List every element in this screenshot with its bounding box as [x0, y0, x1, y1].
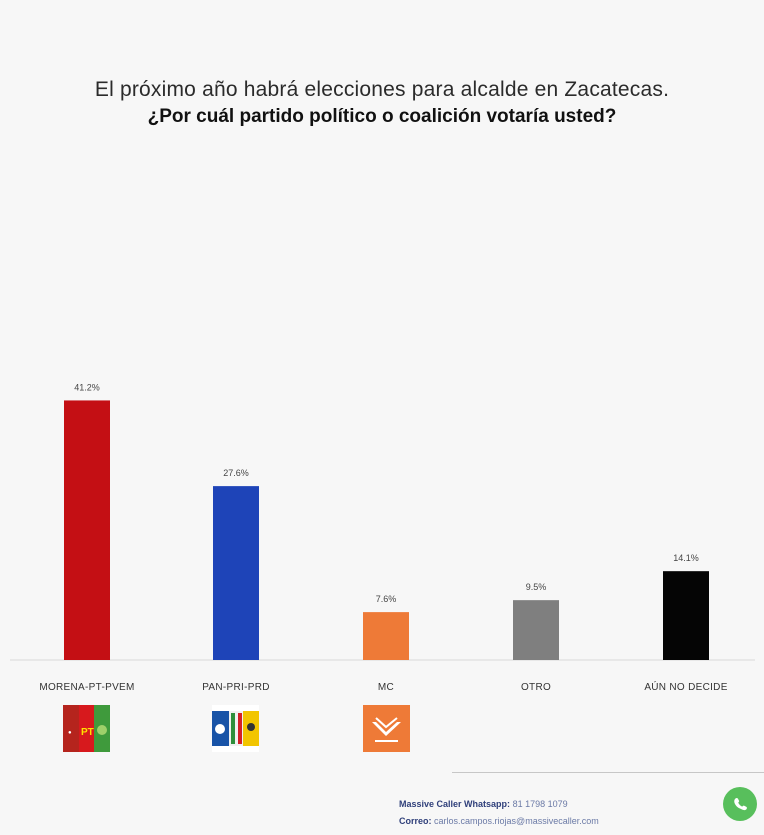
data-label: 9.5%: [526, 582, 547, 592]
svg-text:●: ●: [68, 730, 72, 736]
bar-a-n-no-decide: [663, 571, 709, 660]
whatsapp-icon: [723, 787, 757, 821]
whatsapp-number: 81 1798 1079: [512, 799, 568, 809]
data-label: 41.2%: [74, 382, 100, 392]
category-label: PAN-PRI-PRD: [202, 682, 270, 693]
chart-title: El próximo año habrá elecciones para alc…: [0, 78, 764, 128]
bar-otro: [513, 600, 559, 660]
footer-email: Correo: carlos.campos.riojas@massivecall…: [399, 813, 599, 830]
footer-whatsapp: Massive Caller Whatsapp: 81 1798 1079: [399, 796, 599, 813]
bar-pan-pri-prd: [213, 486, 259, 660]
morena-pt-pvem-logo: ● PT: [63, 705, 110, 752]
footer-divider: [452, 772, 764, 773]
category-label: AÚN NO DECIDE: [644, 680, 727, 693]
bar-mc: [363, 612, 409, 660]
whatsapp-label: Massive Caller Whatsapp:: [399, 799, 511, 809]
data-label: 14.1%: [673, 553, 699, 563]
footer-contact: Massive Caller Whatsapp: 81 1798 1079 Co…: [399, 796, 599, 830]
data-label: 27.6%: [223, 468, 249, 478]
category-label: MC: [378, 682, 394, 693]
category-label: OTRO: [521, 682, 551, 693]
title-line-2: ¿Por cuál partido político o coalición v…: [147, 106, 617, 127]
data-label: 7.6%: [376, 594, 397, 604]
category-label: MORENA-PT-PVEM: [39, 682, 134, 693]
email-label: Correo:: [399, 816, 432, 826]
email-address: carlos.campos.riojas@massivecaller.com: [434, 816, 599, 826]
title-line-1: El próximo año habrá elecciones para alc…: [94, 78, 670, 101]
svg-text:PT: PT: [81, 727, 94, 738]
pan-pri-prd-logo: [212, 705, 259, 752]
bar-morena-pt-pvem: [64, 400, 110, 660]
mc-logo: [363, 705, 410, 752]
